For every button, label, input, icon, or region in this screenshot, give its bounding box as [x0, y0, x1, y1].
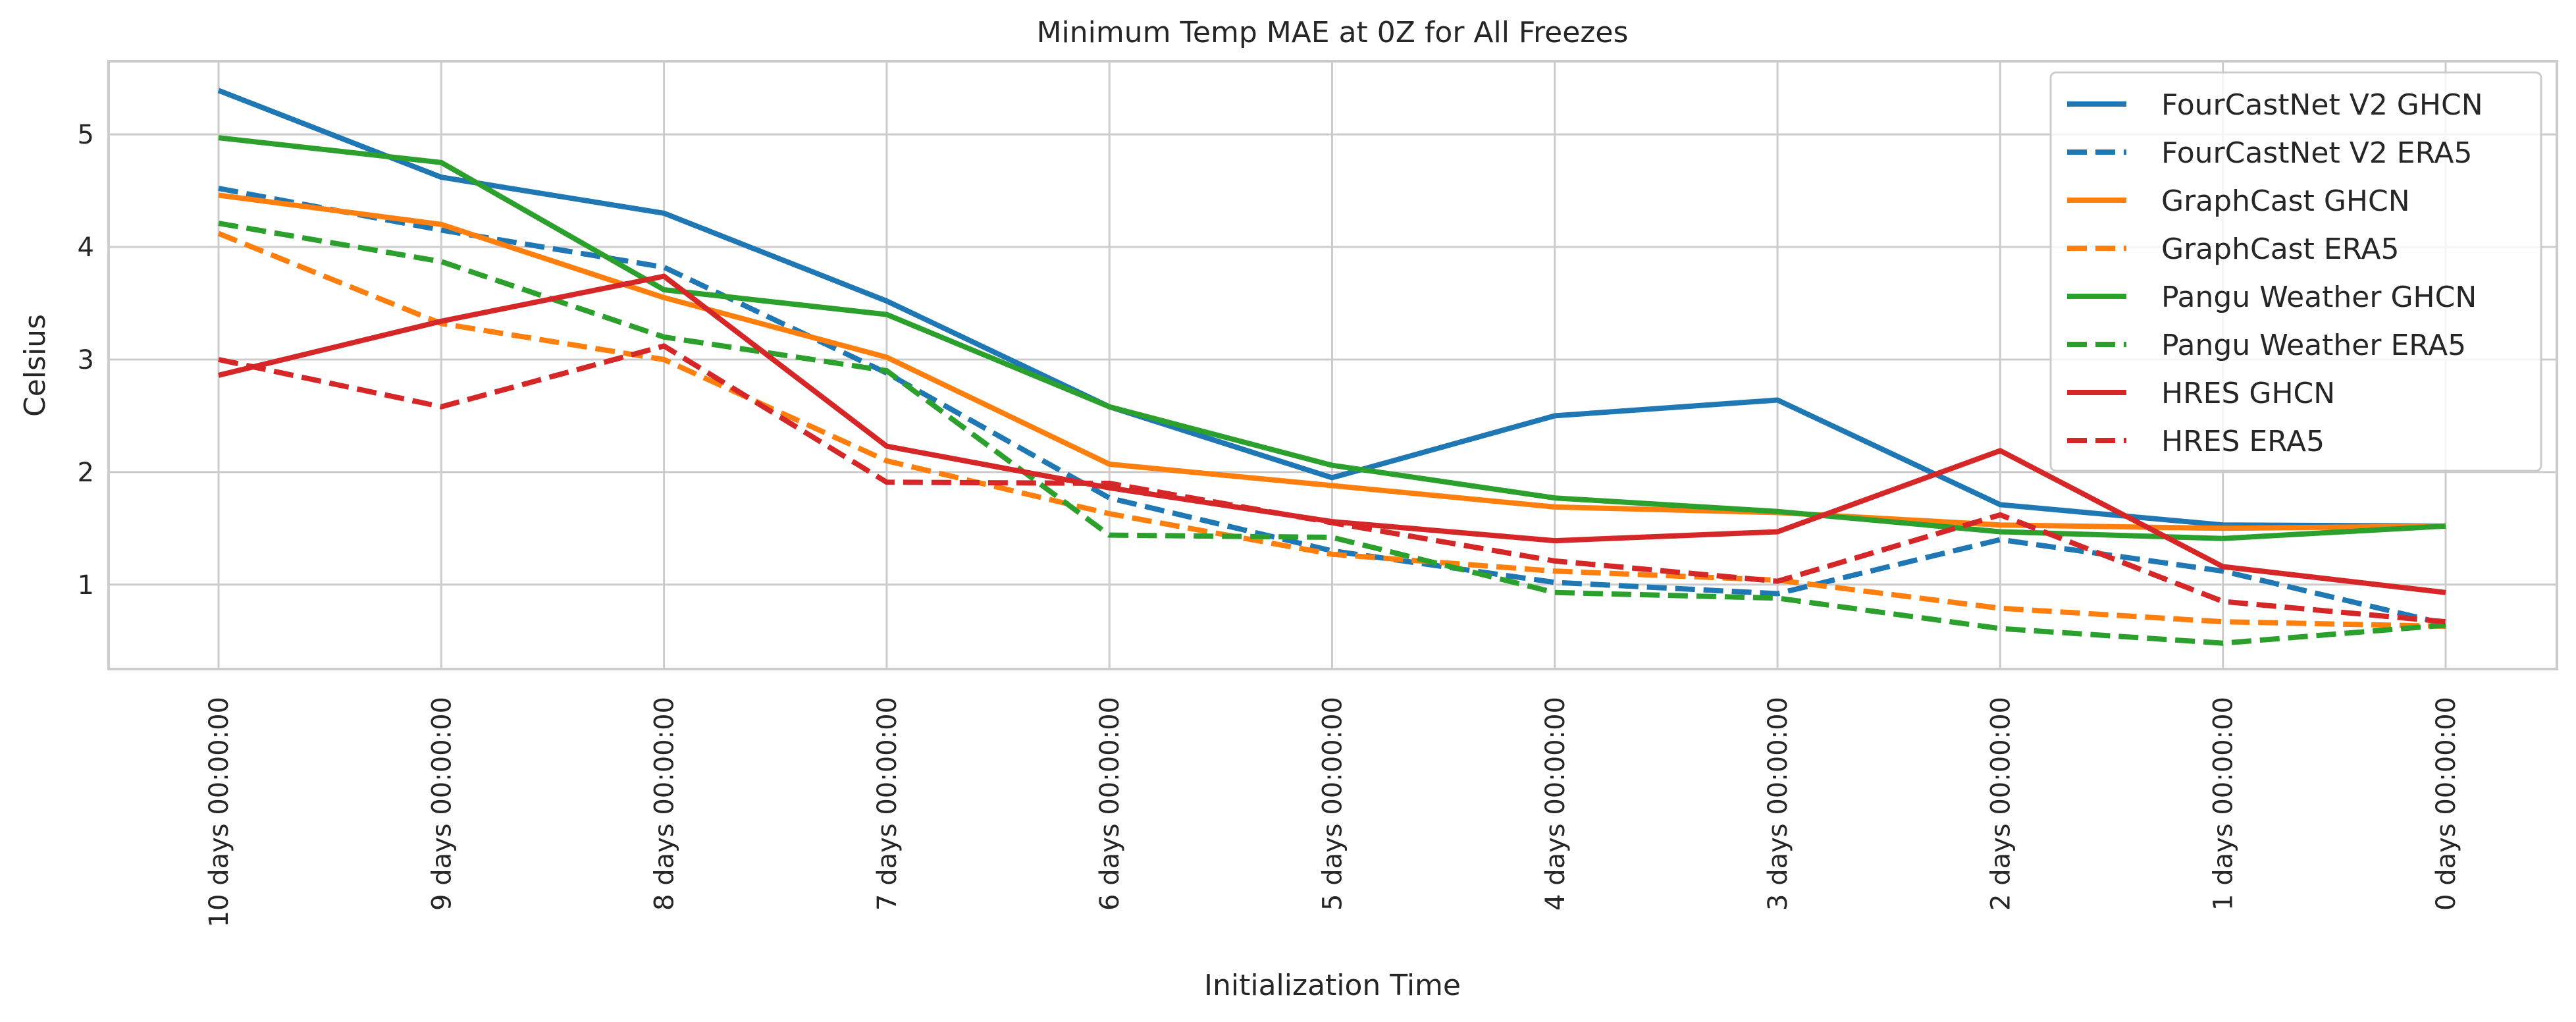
y-tick-label: 2 — [78, 458, 94, 488]
series-line — [217, 88, 2446, 529]
series-line — [218, 192, 2446, 531]
x-axis-label: Initialization Time — [1204, 969, 1461, 1002]
y-tick-label: 3 — [78, 345, 94, 375]
legend-label: FourCastNet V2 ERA5 — [2161, 136, 2472, 170]
series-line — [218, 343, 2446, 625]
chart-title: Minimum Temp MAE at 0Z for All Freezes — [1037, 16, 1629, 49]
series-line — [218, 135, 2446, 541]
y-axis-ticks: 1 2 3 4 5 — [78, 120, 94, 601]
x-tick-label: 7 days 00:00:00 — [872, 697, 903, 911]
x-tick-label: 0 days 00:00:00 — [2431, 697, 2461, 911]
y-axis-label: Celsius — [18, 314, 52, 417]
x-tick-label: 1 days 00:00:00 — [2209, 697, 2239, 911]
legend: FourCastNet V2 GHCN FourCastNet V2 ERA5 Gr… — [2049, 71, 2542, 472]
y-tick-label: 5 — [78, 120, 94, 150]
legend-label: GraphCast GHCN — [2161, 184, 2410, 218]
x-tick-label: 5 days 00:00:00 — [1318, 697, 1348, 911]
plot-frame — [107, 60, 2558, 670]
x-tick-label: 4 days 00:00:00 — [1540, 697, 1571, 911]
series-line — [218, 186, 2446, 627]
legend-box — [2049, 71, 2542, 472]
x-tick-label: 10 days 00:00:00 — [204, 697, 234, 927]
legend-label: Pangu Weather ERA5 — [2161, 329, 2466, 362]
x-tick-label: 9 days 00:00:00 — [427, 697, 457, 911]
x-tick-label: 6 days 00:00:00 — [1095, 697, 1125, 911]
y-tick-label: 4 — [78, 232, 94, 263]
legend-label: HRES GHCN — [2161, 377, 2335, 410]
x-axis-ticks: 10 days 00:00:00 9 days 00:00:00 8 days 00… — [204, 697, 2461, 927]
legend-label: GraphCast ERA5 — [2161, 232, 2400, 266]
x-tick-label: 2 days 00:00:00 — [1985, 697, 2016, 911]
y-tick-label: 1 — [78, 570, 94, 601]
series-line — [217, 230, 2446, 629]
legend-label: Pangu Weather GHCN — [2161, 281, 2477, 314]
legend-label: HRES ERA5 — [2161, 425, 2325, 458]
legend-label: FourCastNet V2 GHCN — [2161, 88, 2483, 122]
x-tick-label: 8 days 00:00:00 — [650, 697, 680, 911]
series-line — [218, 221, 2446, 646]
grid — [109, 61, 2557, 669]
series-lines — [217, 88, 2446, 646]
x-tick-label: 3 days 00:00:00 — [1763, 697, 1793, 911]
